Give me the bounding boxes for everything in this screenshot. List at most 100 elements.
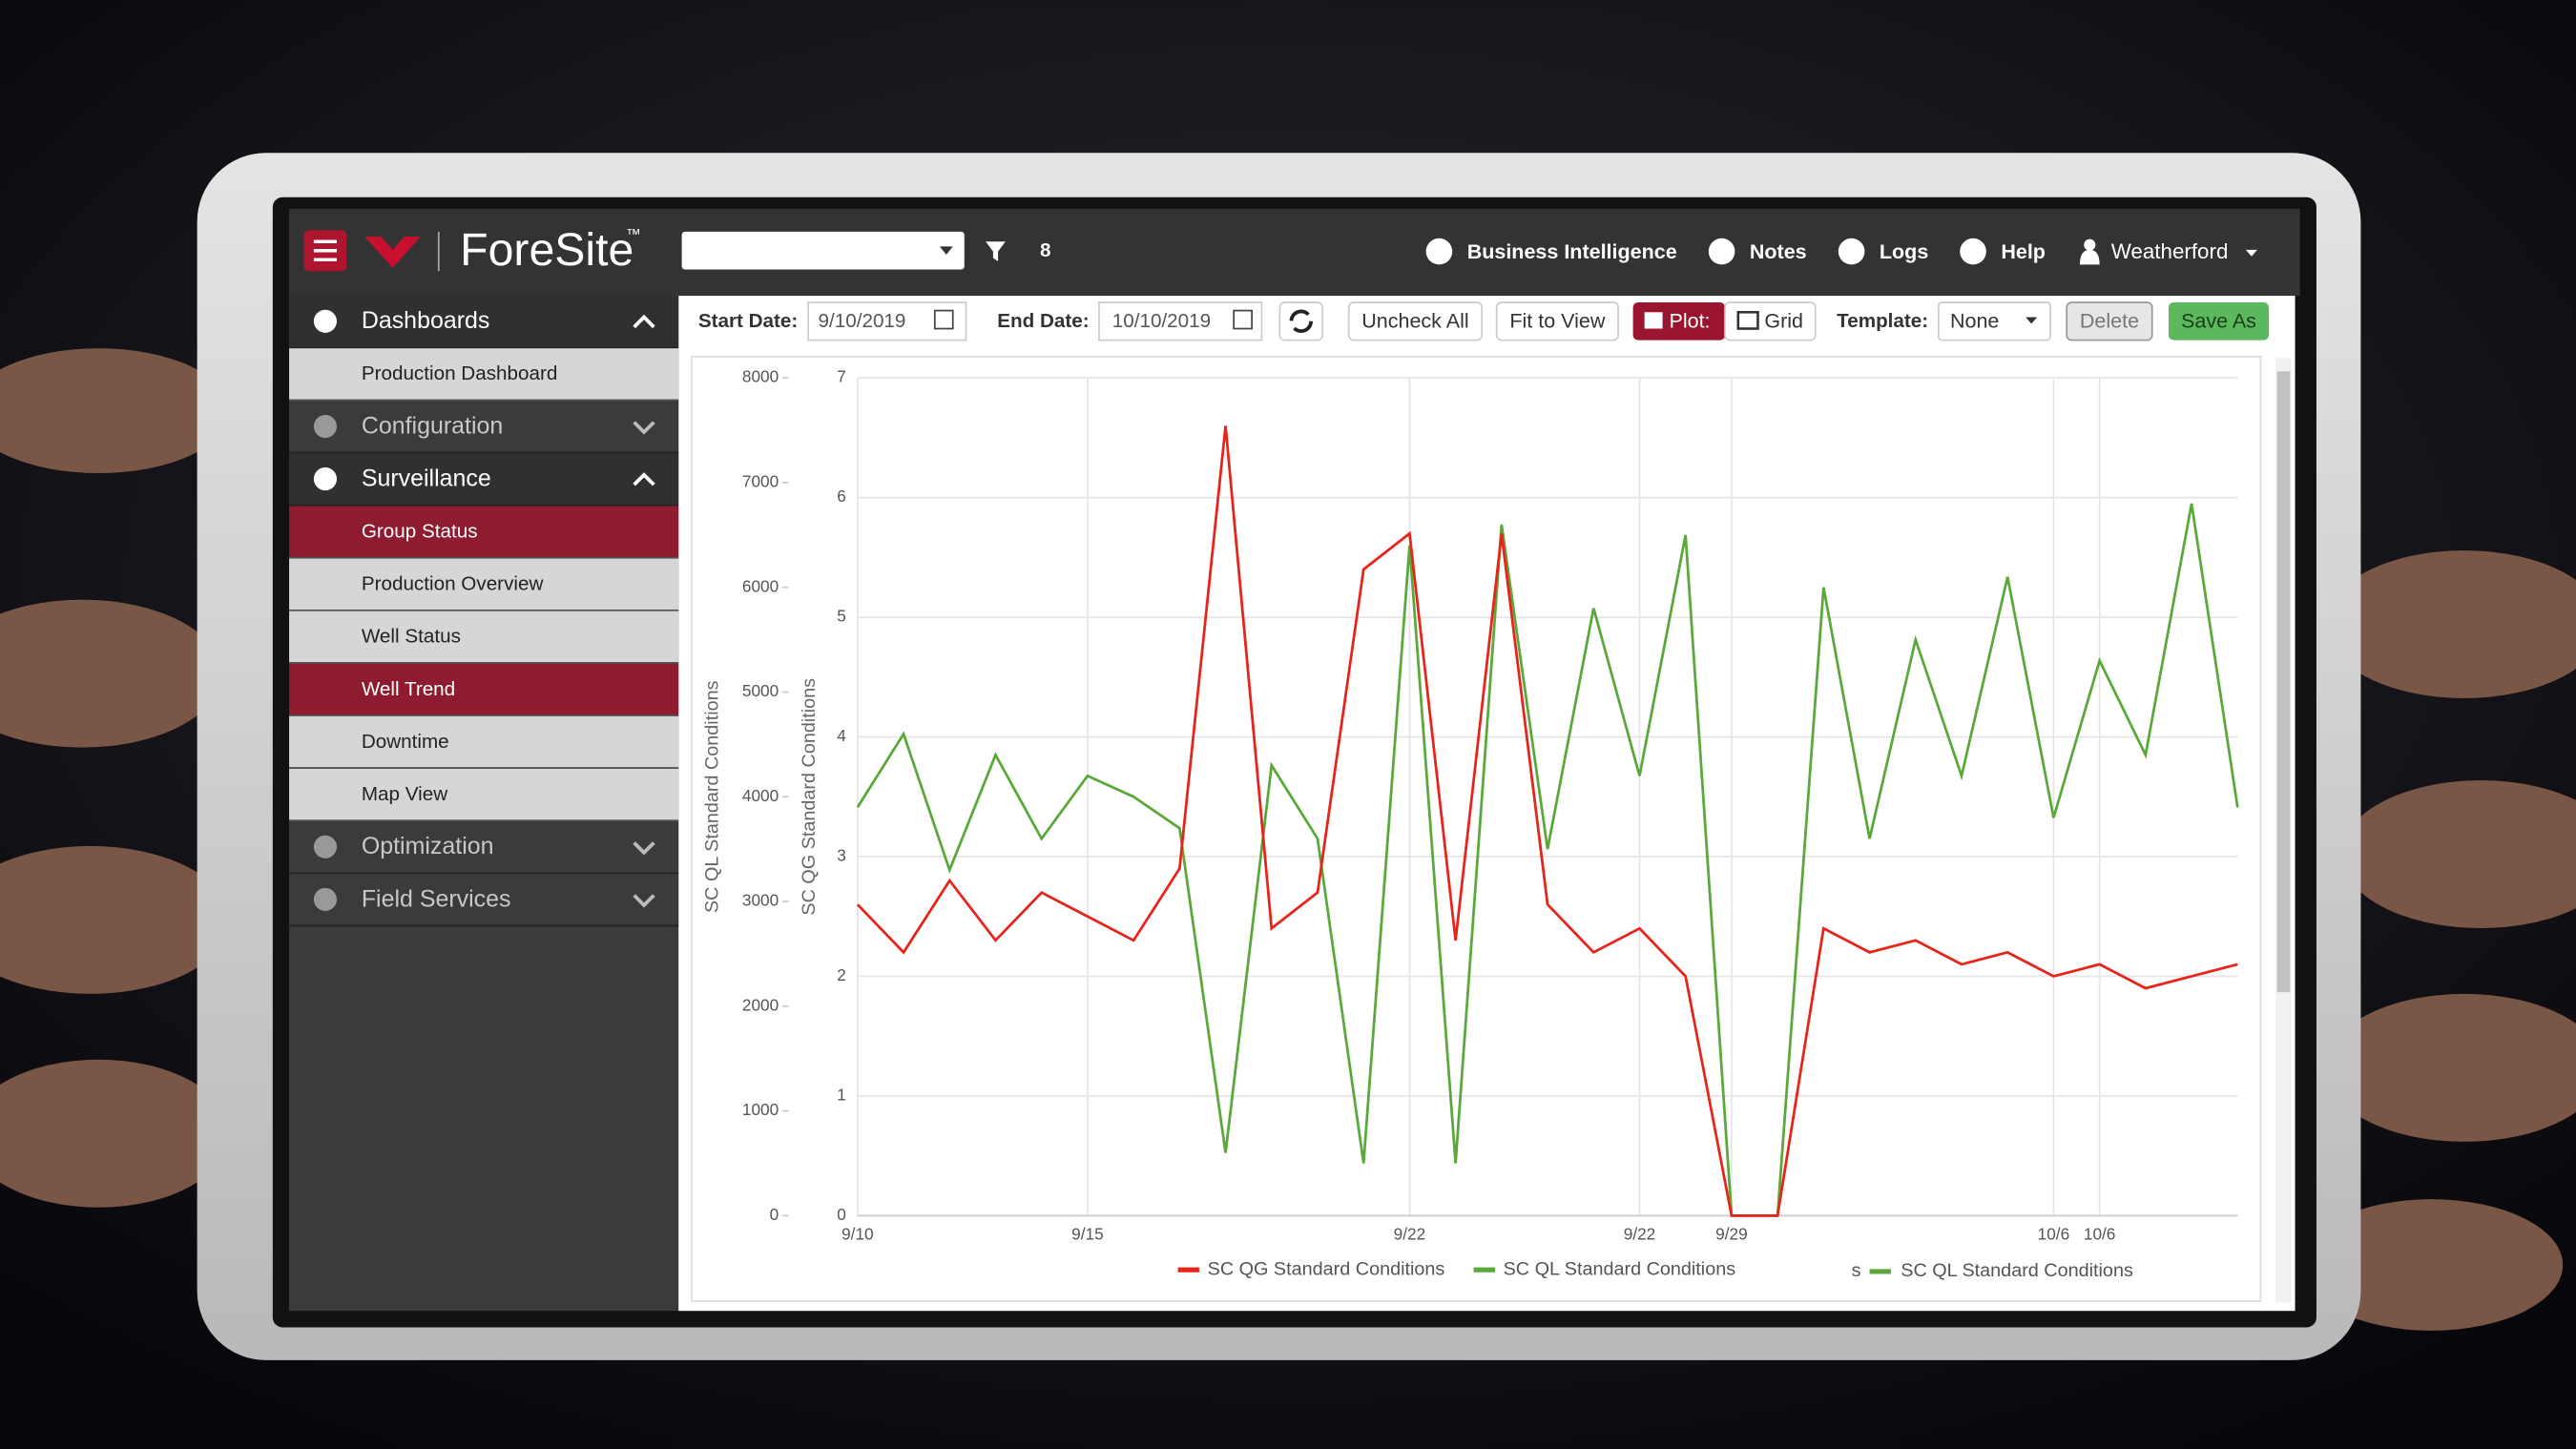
finger: [2299, 1199, 2564, 1331]
filter-count: 8: [1040, 239, 1051, 261]
user-icon: [2079, 249, 2100, 265]
nav-chevron: [633, 841, 655, 856]
finger: [0, 599, 222, 748]
nav-section[interactable]: [289, 453, 679, 505]
legend-label[interactable]: SC QL Standard Conditions: [1504, 1258, 1736, 1279]
nav-section[interactable]: [289, 821, 679, 873]
grid-label: Grid: [1764, 309, 1803, 332]
nav-item-label: Production Dashboard: [362, 362, 558, 384]
nav-item[interactable]: [289, 611, 679, 663]
y2-tick-label: 1: [837, 1085, 846, 1104]
well-select[interactable]: [681, 231, 965, 270]
nav-section-label: Configuration: [362, 412, 503, 439]
nav-section[interactable]: [289, 401, 679, 452]
calendar-icon[interactable]: [1233, 309, 1253, 330]
y-tick-label: 6000: [742, 576, 779, 595]
header-link[interactable]: Notes: [1750, 240, 1807, 263]
save-as-button[interactable]: [2168, 301, 2269, 341]
header-link[interactable]: Logs: [1880, 240, 1928, 263]
y-tick-label: 7000: [742, 471, 779, 490]
toolbar-button[interactable]: [1347, 301, 1484, 342]
finger: [0, 845, 231, 994]
user-caret: [2245, 249, 2257, 257]
start-label: Start Date:: [698, 310, 798, 332]
calendar-icon[interactable]: [933, 309, 954, 330]
refresh-icon: [1289, 309, 1314, 333]
nav-chevron: [633, 472, 655, 486]
y2-tick-label: 4: [837, 726, 846, 745]
template-value: None: [1950, 309, 1999, 332]
nav-section[interactable]: [289, 296, 679, 347]
select-caret: [939, 246, 953, 256]
header-link[interactable]: Help: [2001, 240, 2046, 263]
nav-icon: [313, 835, 337, 859]
nav-item-label: Production Overview: [362, 573, 544, 595]
y2-tick-label: 5: [837, 607, 846, 626]
legend-label[interactable]: SC QG Standard Conditions: [1208, 1258, 1445, 1279]
link-icon: [1960, 238, 1986, 265]
nav-item[interactable]: [289, 506, 679, 557]
delete-button[interactable]: [2066, 301, 2153, 342]
nav-item-label: Well Status: [362, 626, 461, 648]
nav-item-label: Downtime: [362, 731, 449, 753]
nav-item[interactable]: [289, 663, 679, 715]
nav-item-label: Group Status: [362, 520, 478, 542]
y-tick-label: 3000: [742, 891, 779, 910]
scrollbar-thumb[interactable]: [2276, 371, 2291, 993]
finger: [0, 1059, 231, 1208]
finger: [2324, 993, 2576, 1142]
nav-chevron: [633, 421, 655, 435]
header-link[interactable]: Business Intelligence: [1467, 240, 1677, 263]
user-menu[interactable]: Weatherford: [2111, 239, 2229, 263]
y2-tick-label: 0: [837, 1205, 846, 1224]
nav-section[interactable]: [289, 874, 679, 925]
grid-icon: [1736, 311, 1759, 330]
x-tick-label: 9/10: [841, 1225, 873, 1244]
nav-item[interactable]: [289, 768, 679, 820]
toolbar-button[interactable]: [1495, 301, 1619, 342]
link-icon: [1708, 238, 1735, 265]
refresh-button[interactable]: [1278, 301, 1324, 342]
nav-icon: [313, 887, 337, 911]
end-date: 10/10/2019: [1112, 310, 1211, 332]
delete-label: Delete: [2080, 309, 2139, 332]
nav-chevron: [633, 894, 655, 908]
start-date: 9/10/2019: [819, 310, 906, 332]
finger: [2340, 780, 2576, 928]
menu-icon: [313, 239, 337, 261]
nav-item[interactable]: [289, 715, 679, 768]
y2-tick-label: 6: [837, 486, 846, 506]
nav-item[interactable]: [289, 348, 679, 400]
legend-label[interactable]: SC QL Standard Conditions: [1901, 1260, 2133, 1281]
nav-section-label: Dashboards: [362, 307, 490, 334]
filter-icon[interactable]: [986, 241, 1006, 261]
y2-tick-label: 2: [837, 965, 846, 984]
x-tick-label: 9/22: [1624, 1225, 1655, 1244]
plot-icon: [1644, 312, 1663, 329]
x-tick-label: 10/6: [2084, 1225, 2115, 1244]
trademark: ™: [626, 226, 640, 242]
nav-item[interactable]: [289, 558, 679, 610]
template-select[interactable]: [1938, 301, 2051, 342]
user-icon-head: [2084, 238, 2096, 251]
y-tick-label: 2000: [742, 995, 779, 1014]
nav-section-label: Field Services: [362, 885, 511, 912]
y2-axis-title: SC QG Standard Conditions: [799, 678, 820, 916]
finger: [0, 348, 231, 474]
plot-label: Plot:: [1669, 309, 1710, 332]
y-tick-label: 0: [770, 1205, 779, 1224]
x-tick-label: 9/15: [1071, 1225, 1103, 1244]
y2-tick-label: 3: [837, 846, 846, 865]
y-tick-label: 8000: [742, 367, 779, 386]
start-input[interactable]: [807, 301, 967, 342]
nav-icon: [313, 414, 337, 439]
chart: SC QL Standard Conditions SC QG Standard…: [702, 367, 2239, 1281]
toolbar-button-label: Fit to View: [1509, 309, 1606, 332]
plot-button[interactable]: [1632, 301, 1726, 341]
select-caret: [2025, 317, 2038, 324]
logo-mark: [364, 237, 421, 268]
link-icon: [1425, 238, 1453, 265]
